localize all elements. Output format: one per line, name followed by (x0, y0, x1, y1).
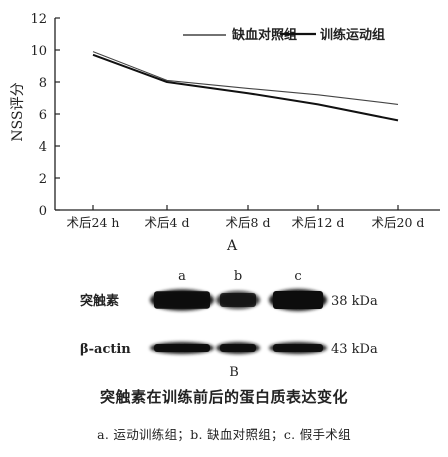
blot-row-2: β-actin 43 kDa (80, 342, 378, 357)
blot-band-core (273, 344, 323, 352)
y-axis: 0 2 4 6 8 10 12 (30, 12, 60, 219)
blot-protein-name: β-actin (80, 342, 131, 357)
blot-band-core (220, 292, 256, 308)
x-tick-label: 术后12 d (292, 215, 345, 230)
blot-band-core (154, 291, 210, 309)
series-line-1 (92, 51, 399, 105)
y-tick-label: 12 (30, 12, 47, 27)
y-axis-title: NSS评分 (10, 82, 26, 141)
legend: 缺血对照组 训练运动组 (183, 27, 385, 43)
x-tick-label: 术后20 d (372, 215, 425, 230)
blot-band-core (273, 291, 323, 309)
line-chart: 0 2 4 6 8 10 12 术后24 h 术后4 d 术后8 d 术后12 d 术后20 d 缺… (10, 12, 440, 254)
series-layer (92, 51, 399, 122)
lane-label-a: a (178, 269, 186, 284)
panel-label-a: A (226, 238, 238, 254)
x-axis: 术后24 h 术后4 d 术后8 d 术后12 d 术后20 d (55, 205, 440, 230)
blot-band-core (220, 344, 256, 352)
y-tick-label: 2 (39, 172, 47, 187)
series-line-2 (92, 53, 399, 122)
y-tick-label: 6 (39, 108, 47, 123)
lane-labels: a b c (178, 269, 302, 284)
blot-size-label: 38 kDa (331, 294, 378, 309)
x-tick-label: 术后24 h (67, 215, 120, 230)
y-tick-label: 0 (39, 204, 47, 219)
y-tick-label: 4 (39, 140, 47, 155)
western-blot: a b c 突触素 38 kDa β-actin 43 kDa B (80, 269, 378, 380)
blot-rows: 突触素 38 kDa β-actin 43 kDa (80, 289, 378, 357)
x-tick-label: 术后4 d (145, 215, 190, 230)
legend-label-1: 缺血对照组 (231, 27, 297, 43)
blot-protein-name: 突触素 (80, 293, 119, 309)
lane-label-b: b (234, 269, 242, 284)
figure-caption-note: a. 运动训练组；b. 缺血对照组；c. 假手术组 (97, 427, 351, 442)
blot-size-label: 43 kDa (331, 342, 378, 357)
figure-caption-title: 突触素在训练前后的蛋白质表达变化 (99, 388, 348, 406)
x-tick-label: 术后8 d (226, 215, 271, 230)
panel-label-b: B (229, 365, 239, 380)
y-tick-label: 10 (30, 44, 47, 59)
legend-label-2: 训练运动组 (320, 27, 385, 43)
blot-row-1: 突触素 38 kDa (80, 289, 378, 311)
y-tick-label: 8 (39, 76, 47, 91)
lane-label-c: c (294, 269, 301, 284)
blot-band-core (154, 344, 210, 352)
